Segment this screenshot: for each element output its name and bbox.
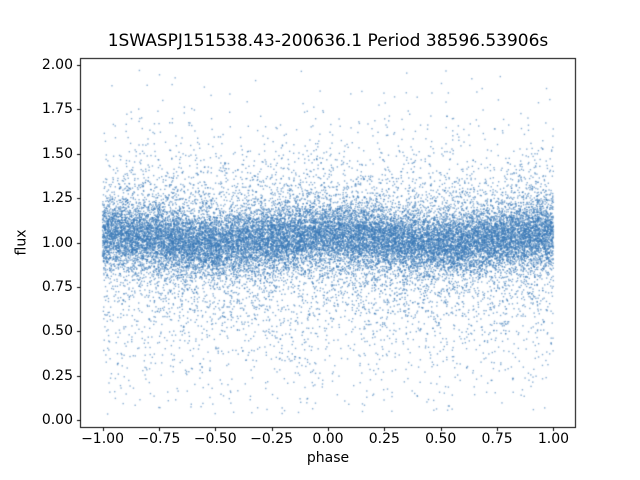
y-tick-label: 1.25 xyxy=(41,190,73,207)
x-tick-label: −0.25 xyxy=(250,431,294,447)
x-tick-label: −0.75 xyxy=(137,431,181,447)
y-tick-label: 0.25 xyxy=(41,367,73,384)
x-tick-label: 1.00 xyxy=(537,431,570,447)
x-tick-label: 0.00 xyxy=(312,431,344,447)
x-axis-label: phase xyxy=(306,450,350,466)
y-tick-label: 0.50 xyxy=(41,323,73,340)
y-tick-label: 0.00 xyxy=(41,411,73,428)
x-tick-label: 0.50 xyxy=(425,431,457,447)
y-tick-label: 1.50 xyxy=(41,145,73,162)
x-tick-label: −0.50 xyxy=(193,431,237,447)
y-tick-label: 1.00 xyxy=(41,234,73,251)
chart-title: 1SWASPJ151538.43-200636.1 Period 38596.5… xyxy=(107,31,549,51)
y-tick-label: 2.00 xyxy=(41,57,73,74)
y-tick-label: 0.75 xyxy=(41,278,73,295)
x-tick-label: 0.75 xyxy=(481,431,513,447)
x-tick-label: −1.00 xyxy=(81,431,124,447)
x-tick-label: 0.25 xyxy=(368,431,400,447)
y-tick-label: 1.75 xyxy=(41,101,73,118)
